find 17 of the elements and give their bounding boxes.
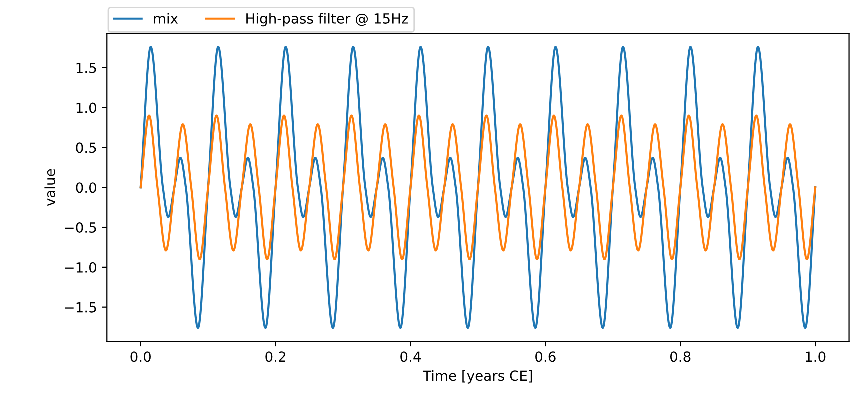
x-tick-label: 0.0 [130,352,151,362]
x-axis-title: Time [years CE] [422,370,532,384]
x-tick-label: 0.4 [400,352,421,362]
y-tick-label: 0.5 [76,142,96,154]
x-tick-label: 0.6 [536,352,556,362]
y-tick-label: 0.0 [76,182,96,194]
x-tick-label: 1.0 [806,352,826,362]
legend-label: mix [154,13,178,24]
legend-label: High-pass filter @ 15Hz [246,13,408,27]
y-tick-label: −1.5 [65,302,96,313]
y-tick-label: 1.0 [76,102,96,114]
y-tick-label: −1.0 [65,262,96,273]
x-tick-label: 0.8 [670,352,691,362]
y-tick-label: 1.5 [76,63,96,74]
x-tick-label: 0.2 [266,352,286,362]
y-tick-label: −0.5 [65,222,96,234]
y-axis-title: value [44,169,56,206]
